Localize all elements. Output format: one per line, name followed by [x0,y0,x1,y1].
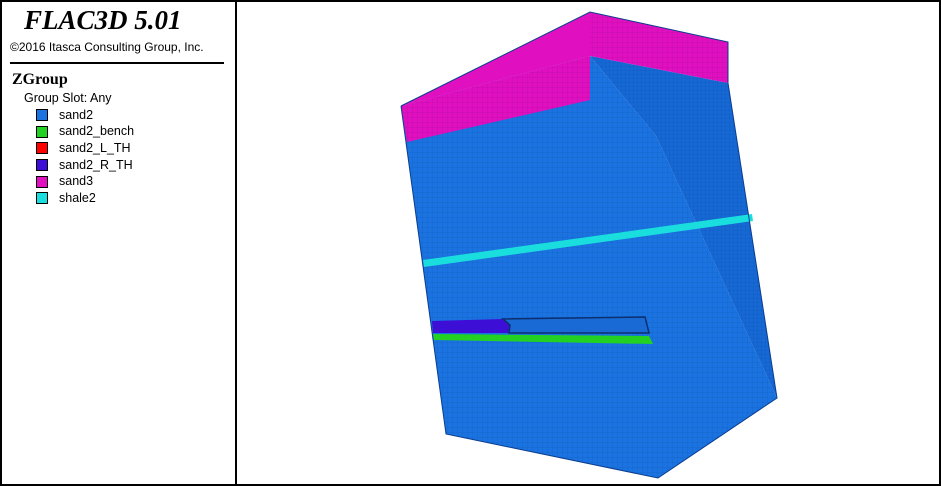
sand2-bench-layer [433,334,653,344]
model-front-face-mesh [401,56,777,478]
shale2-seam [423,214,753,267]
legend-item-sand2-bench: sand2_bench [36,124,134,141]
legend-swatch-sand2-l-th [36,142,48,155]
legend-panel: FLAC3D 5.01 ©2016 Itasca Consulting Grou… [2,2,237,484]
legend-subtitle: Group Slot: Any [24,91,112,105]
legend-label-sand2-l-th: sand2_L_TH [59,140,131,155]
legend-divider [10,62,224,64]
sand2-r-th-tunnel [432,319,510,333]
legend-item-sand2-r-th: sand2_R_TH [36,157,134,174]
legend-swatch-shale2 [36,192,48,205]
legend-swatch-sand2-bench [36,125,48,138]
legend-item-sand2: sand2 [36,107,134,124]
model-side-face-mesh [590,56,777,398]
app-title: FLAC3D 5.01 [24,5,182,35]
legend-label-shale2: shale2 [59,190,96,205]
legend-item-shale2: shale2 [36,190,134,207]
sand3-side-mesh [590,12,728,83]
legend-title: ZGroup [12,71,68,88]
legend-swatch-sand2-r-th [36,159,48,172]
legend-item-sand3: sand3 [36,173,134,190]
copyright-text: ©2016 Itasca Consulting Group, Inc. [10,40,204,54]
sand2-tunnel-extension [501,316,650,334]
legend-list: sand2 sand2_bench sand2_L_TH sand2_R_TH … [36,107,134,207]
model-outline [400,11,778,479]
model-viewport[interactable] [237,2,939,484]
legend-swatch-sand2 [36,109,48,122]
legend-label-sand2-bench: sand2_bench [59,124,135,139]
legend-swatch-sand3 [36,175,48,188]
legend-label-sand2-r-th: sand2_R_TH [59,157,133,172]
legend-label-sand2: sand2 [59,107,94,122]
model-3d-view[interactable] [237,2,939,484]
sand3-front-mesh [401,56,590,142]
legend-item-sand2-l-th: sand2_L_TH [36,140,134,157]
legend-label-sand3: sand3 [59,174,94,189]
